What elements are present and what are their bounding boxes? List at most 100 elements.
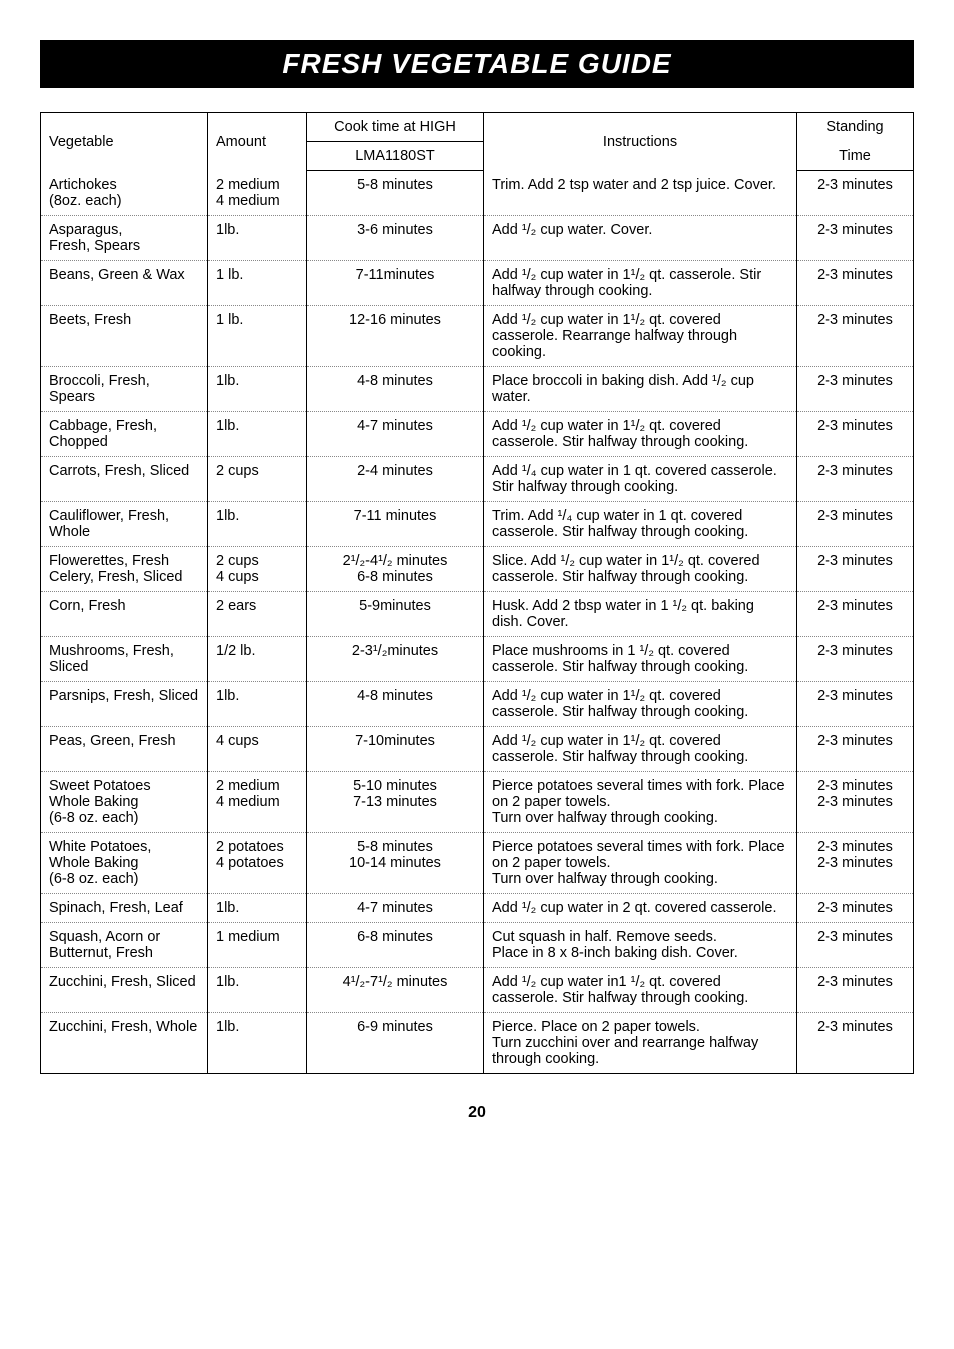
table-row: Beets, Fresh1 lb.12-16 minutesAdd ¹/₂ cu… xyxy=(41,305,914,366)
cell-instructions: Add ¹/₂ cup water in 1¹/₂ qt. covered ca… xyxy=(484,681,797,726)
table-row: Mushrooms, Fresh, Sliced1/2 lb.2-3¹/₂min… xyxy=(41,636,914,681)
cell-vegetable: Carrots, Fresh, Sliced xyxy=(41,456,208,501)
page-number: 20 xyxy=(40,1104,914,1122)
cell-amount: 1lb. xyxy=(208,967,307,1012)
table-row: Peas, Green, Fresh4 cups7-10minutesAdd ¹… xyxy=(41,726,914,771)
table-row: Sweet PotatoesWhole Baking(6-8 oz. each)… xyxy=(41,771,914,832)
cell-cook-time: 4-7 minutes xyxy=(307,893,484,922)
cell-cook-time: 7-11 minutes xyxy=(307,501,484,546)
cell-vegetable: Beans, Green & Wax xyxy=(41,260,208,305)
cell-vegetable: Zucchini, Fresh, Sliced xyxy=(41,967,208,1012)
cell-instructions: Place broccoli in baking dish. Add ¹/₂ c… xyxy=(484,366,797,411)
cell-instructions: Add ¹/₂ cup water in 1¹/₂ qt. covered ca… xyxy=(484,305,797,366)
cell-cook-time: 2¹/₂-4¹/₂ minutes6-8 minutes xyxy=(307,546,484,591)
hdr-vegetable: Vegetable xyxy=(41,113,208,171)
table-row: Zucchini, Fresh, Whole1lb.6-9 minutesPie… xyxy=(41,1012,914,1073)
table-row: Parsnips, Fresh, Sliced1lb.4-8 minutesAd… xyxy=(41,681,914,726)
hdr-instructions: Instructions xyxy=(484,113,797,171)
cell-cook-time: 5-9minutes xyxy=(307,591,484,636)
cell-standing-time: 2-3 minutes xyxy=(797,636,914,681)
table-row: Squash, Acorn or Butternut, Fresh1 mediu… xyxy=(41,922,914,967)
cell-standing-time: 2-3 minutes xyxy=(797,305,914,366)
hdr-time: Time xyxy=(797,142,914,171)
vegetable-table: Vegetable Amount Cook time at HIGH Instr… xyxy=(40,112,914,1074)
table-row: Beans, Green & Wax1 lb.7-11minutesAdd ¹/… xyxy=(41,260,914,305)
cell-vegetable: Sweet PotatoesWhole Baking(6-8 oz. each) xyxy=(41,771,208,832)
table-row: White Potatoes,Whole Baking(6-8 oz. each… xyxy=(41,832,914,893)
table-row: Flowerettes, FreshCelery, Fresh, Sliced2… xyxy=(41,546,914,591)
cell-standing-time: 2-3 minutes xyxy=(797,171,914,216)
cell-vegetable: Parsnips, Fresh, Sliced xyxy=(41,681,208,726)
cell-amount: 4 cups xyxy=(208,726,307,771)
cell-instructions: Add ¹/₄ cup water in 1 qt. covered casse… xyxy=(484,456,797,501)
cell-instructions: Add ¹/₂ cup water in 1¹/₂ qt. covered ca… xyxy=(484,411,797,456)
cell-instructions: Add ¹/₂ cup water in 2 qt. covered casse… xyxy=(484,893,797,922)
cell-vegetable: Zucchini, Fresh, Whole xyxy=(41,1012,208,1073)
cell-amount: 2 ears xyxy=(208,591,307,636)
hdr-model: LMA1180ST xyxy=(307,142,484,171)
cell-cook-time: 7-11minutes xyxy=(307,260,484,305)
cell-amount: 1lb. xyxy=(208,411,307,456)
cell-amount: 1lb. xyxy=(208,366,307,411)
cell-cook-time: 7-10minutes xyxy=(307,726,484,771)
cell-instructions: Add ¹/₂ cup water in 1¹/₂ qt. casserole.… xyxy=(484,260,797,305)
cell-cook-time: 6-8 minutes xyxy=(307,922,484,967)
cell-instructions: Add ¹/₂ cup water in1 ¹/₂ qt. covered ca… xyxy=(484,967,797,1012)
cell-amount: 2 cups4 cups xyxy=(208,546,307,591)
cell-cook-time: 4-8 minutes xyxy=(307,366,484,411)
cell-cook-time: 6-9 minutes xyxy=(307,1012,484,1073)
cell-amount: 2 cups xyxy=(208,456,307,501)
cell-vegetable: Cabbage, Fresh, Chopped xyxy=(41,411,208,456)
cell-amount: 2 potatoes4 potatoes xyxy=(208,832,307,893)
cell-amount: 2 medium4 medium xyxy=(208,771,307,832)
cell-instructions: Trim. Add ¹/₄ cup water in 1 qt. covered… xyxy=(484,501,797,546)
cell-standing-time: 2-3 minutes xyxy=(797,681,914,726)
cell-standing-time: 2-3 minutes xyxy=(797,1012,914,1073)
cell-instructions: Pierce. Place on 2 paper towels.Turn zuc… xyxy=(484,1012,797,1073)
cell-standing-time: 2-3 minutes xyxy=(797,411,914,456)
cell-standing-time: 2-3 minutes2-3 minutes xyxy=(797,832,914,893)
cell-amount: 1lb. xyxy=(208,215,307,260)
cell-standing-time: 2-3 minutes xyxy=(797,967,914,1012)
cell-cook-time: 2-3¹/₂minutes xyxy=(307,636,484,681)
cell-vegetable: Spinach, Fresh, Leaf xyxy=(41,893,208,922)
cell-cook-time: 12-16 minutes xyxy=(307,305,484,366)
cell-amount: 1lb. xyxy=(208,501,307,546)
cell-amount: 1lb. xyxy=(208,893,307,922)
table-row: Cauliflower, Fresh, Whole1lb.7-11 minute… xyxy=(41,501,914,546)
cell-standing-time: 2-3 minutes xyxy=(797,922,914,967)
cell-cook-time: 4-8 minutes xyxy=(307,681,484,726)
cell-amount: 1lb. xyxy=(208,681,307,726)
cell-standing-time: 2-3 minutes xyxy=(797,215,914,260)
cell-vegetable: Cauliflower, Fresh, Whole xyxy=(41,501,208,546)
cell-cook-time: 2-4 minutes xyxy=(307,456,484,501)
cell-amount: 1lb. xyxy=(208,1012,307,1073)
cell-amount: 1 lb. xyxy=(208,305,307,366)
cell-instructions: Trim. Add 2 tsp water and 2 tsp juice. C… xyxy=(484,171,797,216)
table-row: Asparagus,Fresh, Spears1lb.3-6 minutesAd… xyxy=(41,215,914,260)
hdr-amount: Amount xyxy=(208,113,307,171)
cell-vegetable: Mushrooms, Fresh, Sliced xyxy=(41,636,208,681)
cell-standing-time: 2-3 minutes xyxy=(797,726,914,771)
cell-vegetable: White Potatoes,Whole Baking(6-8 oz. each… xyxy=(41,832,208,893)
cell-amount: 1 lb. xyxy=(208,260,307,305)
cell-standing-time: 2-3 minutes xyxy=(797,546,914,591)
hdr-cook-time: Cook time at HIGH xyxy=(307,113,484,142)
cell-instructions: Place mushrooms in 1 ¹/₂ qt. covered cas… xyxy=(484,636,797,681)
table-row: Artichokes(8oz. each)2 medium4 medium5-8… xyxy=(41,171,914,216)
table-row: Broccoli, Fresh, Spears1lb.4-8 minutesPl… xyxy=(41,366,914,411)
cell-standing-time: 2-3 minutes xyxy=(797,260,914,305)
cell-standing-time: 2-3 minutes xyxy=(797,893,914,922)
cell-instructions: Cut squash in half. Remove seeds.Place i… xyxy=(484,922,797,967)
cell-standing-time: 2-3 minutes xyxy=(797,591,914,636)
table-row: Corn, Fresh2 ears5-9minutesHusk. Add 2 t… xyxy=(41,591,914,636)
cell-cook-time: 5-8 minutes xyxy=(307,171,484,216)
cell-cook-time: 5-10 minutes7-13 minutes xyxy=(307,771,484,832)
cell-instructions: Husk. Add 2 tbsp water in 1 ¹/₂ qt. baki… xyxy=(484,591,797,636)
cell-instructions: Pierce potatoes several times with fork.… xyxy=(484,771,797,832)
page-title: FRESH VEGETABLE GUIDE xyxy=(40,40,914,88)
cell-standing-time: 2-3 minutes xyxy=(797,456,914,501)
cell-vegetable: Beets, Fresh xyxy=(41,305,208,366)
cell-vegetable: Flowerettes, FreshCelery, Fresh, Sliced xyxy=(41,546,208,591)
table-row: Carrots, Fresh, Sliced2 cups2-4 minutesA… xyxy=(41,456,914,501)
